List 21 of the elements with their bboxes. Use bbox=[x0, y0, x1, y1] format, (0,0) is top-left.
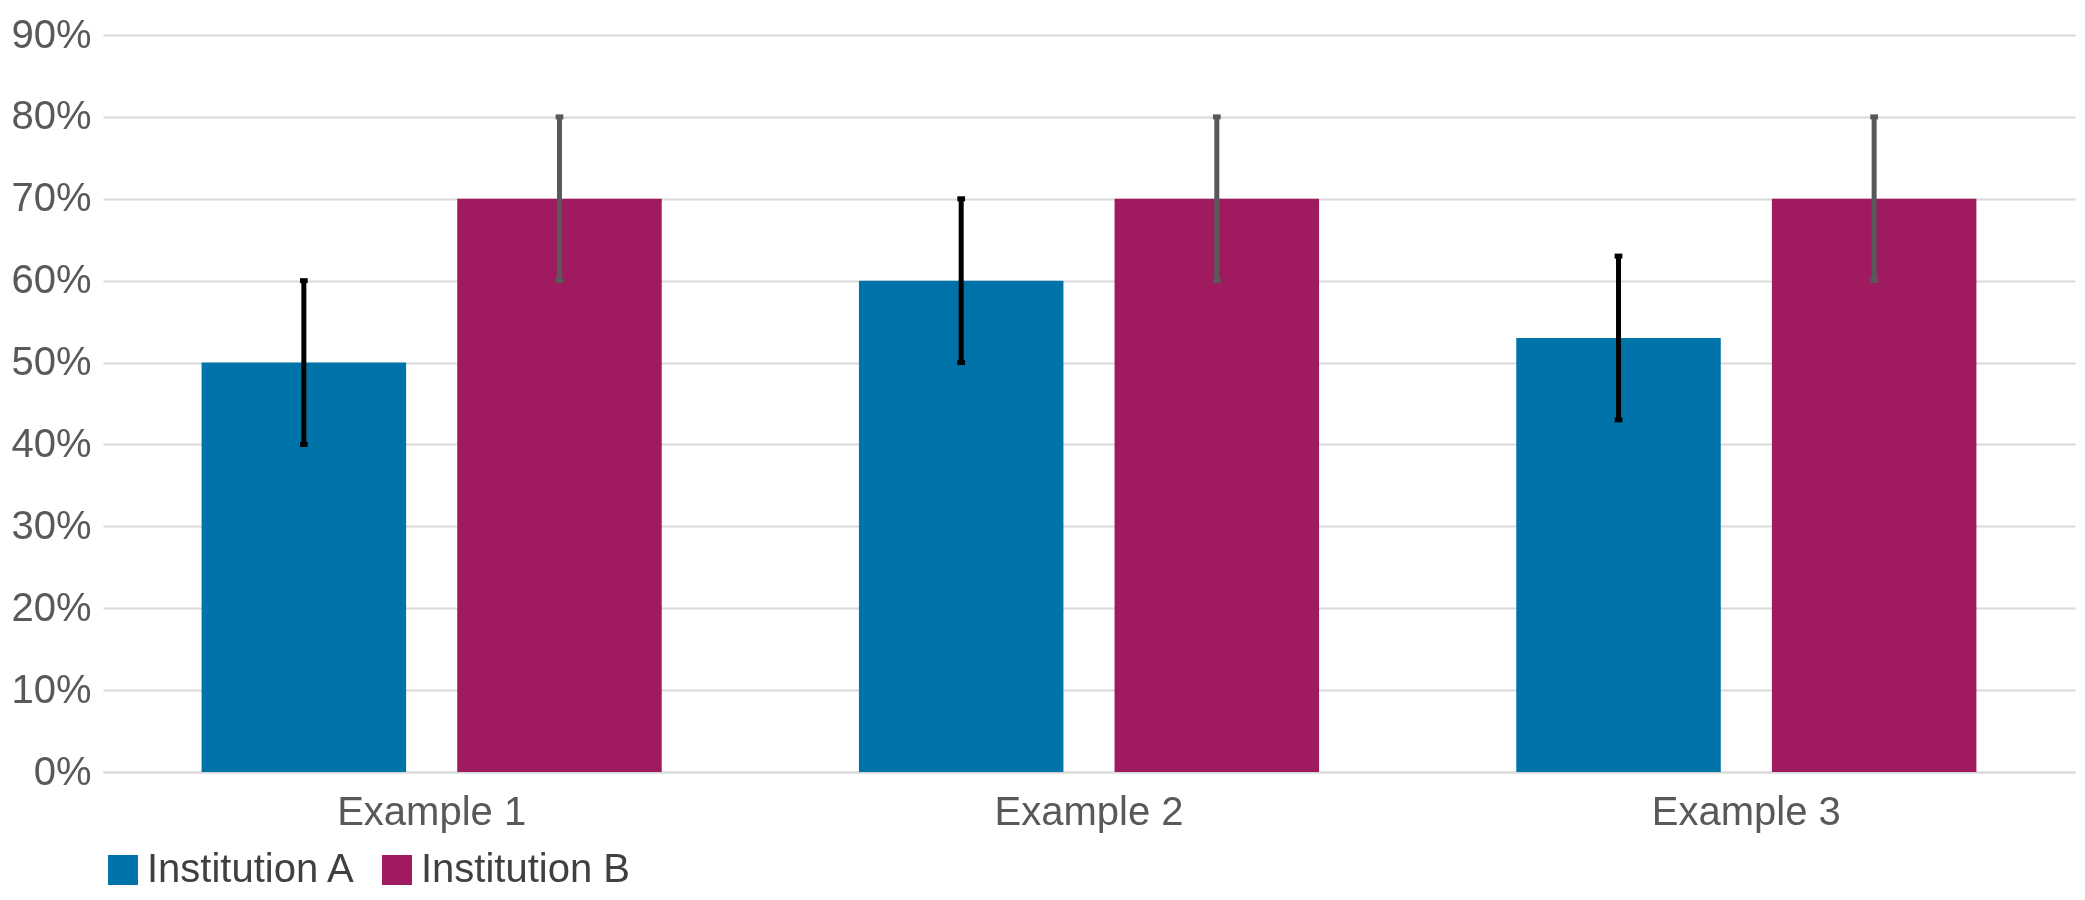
legend-label: Institution A bbox=[147, 846, 355, 890]
y-tick-label: 30% bbox=[11, 502, 92, 547]
x-tick-label: Example 2 bbox=[994, 788, 1184, 833]
y-tick-label: 40% bbox=[11, 420, 92, 465]
y-tick-label: 90% bbox=[11, 11, 92, 56]
bar bbox=[201, 362, 407, 772]
x-tick-label: Example 1 bbox=[337, 788, 527, 833]
y-tick-label: 0% bbox=[33, 748, 92, 793]
bar bbox=[457, 198, 662, 772]
y-tick-label: 10% bbox=[11, 666, 92, 711]
bar bbox=[1114, 198, 1320, 772]
y-tick-label: 70% bbox=[11, 175, 92, 220]
y-tick-label: 60% bbox=[11, 257, 92, 302]
bar bbox=[1771, 198, 1977, 772]
x-tick-label: Example 3 bbox=[1651, 788, 1841, 833]
y-tick-label: 20% bbox=[11, 584, 92, 629]
y-tick-label: 50% bbox=[11, 339, 92, 384]
y-tick-label: 80% bbox=[11, 93, 92, 138]
bar bbox=[858, 280, 1064, 772]
legend-label: Institution B bbox=[421, 846, 631, 890]
bar bbox=[1516, 337, 1721, 772]
